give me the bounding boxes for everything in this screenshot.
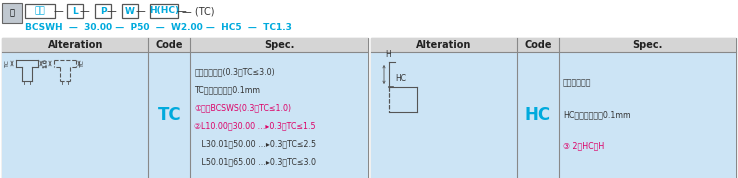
Text: Alteration: Alteration bbox=[47, 40, 103, 50]
Text: 1.0: 1.0 bbox=[42, 59, 47, 68]
Text: — (TC): — (TC) bbox=[182, 6, 215, 16]
Text: TC: TC bbox=[80, 60, 85, 67]
Text: L: L bbox=[72, 7, 78, 15]
Text: TC: TC bbox=[5, 60, 10, 67]
Bar bbox=[95, 4, 111, 18]
Text: —: — bbox=[53, 6, 63, 16]
Text: HC尺寸指定单位0.1mm: HC尺寸指定单位0.1mm bbox=[563, 110, 630, 119]
Text: TC尺寸指定单位0.1mm: TC尺寸指定单位0.1mm bbox=[195, 85, 261, 94]
Text: H(HC): H(HC) bbox=[149, 7, 179, 15]
Text: 1.0: 1.0 bbox=[43, 59, 48, 68]
Text: HC: HC bbox=[525, 106, 551, 124]
Bar bbox=[25, 4, 55, 18]
Bar bbox=[2, 38, 368, 52]
Text: ①仅限BCSWS(0.3＜TC≤1.0): ①仅限BCSWS(0.3＜TC≤1.0) bbox=[195, 103, 292, 112]
Text: —: — bbox=[106, 6, 116, 16]
Text: P: P bbox=[100, 7, 106, 15]
Bar bbox=[371, 38, 736, 52]
Bar bbox=[2, 3, 22, 23]
Bar bbox=[371, 52, 736, 178]
Text: 変更肩部厚度: 変更肩部厚度 bbox=[563, 79, 591, 88]
Text: Code: Code bbox=[524, 40, 552, 50]
Text: ②L10.00～30.00 …▸0.3＜TC≤1.5: ②L10.00～30.00 …▸0.3＜TC≤1.5 bbox=[195, 121, 316, 130]
Bar bbox=[67, 4, 83, 18]
Text: 型号: 型号 bbox=[35, 7, 45, 15]
Text: Spec.: Spec. bbox=[632, 40, 663, 50]
Text: ③ 2＜HC＜H: ③ 2＜HC＜H bbox=[563, 142, 604, 151]
Bar bbox=[2, 52, 368, 178]
Bar bbox=[371, 38, 736, 178]
Text: TC: TC bbox=[158, 106, 182, 124]
Bar bbox=[2, 38, 368, 178]
Text: 📷: 📷 bbox=[10, 9, 15, 17]
Text: W: W bbox=[125, 7, 135, 15]
Text: L50.01～65.00 …▸0.3＜TC≤3.0: L50.01～65.00 …▸0.3＜TC≤3.0 bbox=[195, 157, 317, 166]
Text: H: H bbox=[385, 50, 391, 59]
Text: Alteration: Alteration bbox=[416, 40, 472, 50]
Text: —: — bbox=[135, 6, 145, 16]
Text: 変更肩部宽度(0.3＜TC≤3.0): 変更肩部宽度(0.3＜TC≤3.0) bbox=[195, 67, 275, 76]
Text: Spec.: Spec. bbox=[264, 40, 294, 50]
Text: —: — bbox=[79, 6, 89, 16]
Text: BCSWH  —  30.00 —  P50  —  W2.00 —  HC5  —  TC1.3: BCSWH — 30.00 — P50 — W2.00 — HC5 — TC1.… bbox=[25, 22, 292, 32]
Text: —: — bbox=[176, 6, 186, 16]
Bar bbox=[150, 4, 178, 18]
Bar bbox=[122, 4, 138, 18]
Text: Code: Code bbox=[156, 40, 183, 50]
Text: HC: HC bbox=[395, 74, 406, 83]
Text: L30.01～50.00 …▸0.3＜TC≤2.5: L30.01～50.00 …▸0.3＜TC≤2.5 bbox=[195, 139, 317, 148]
